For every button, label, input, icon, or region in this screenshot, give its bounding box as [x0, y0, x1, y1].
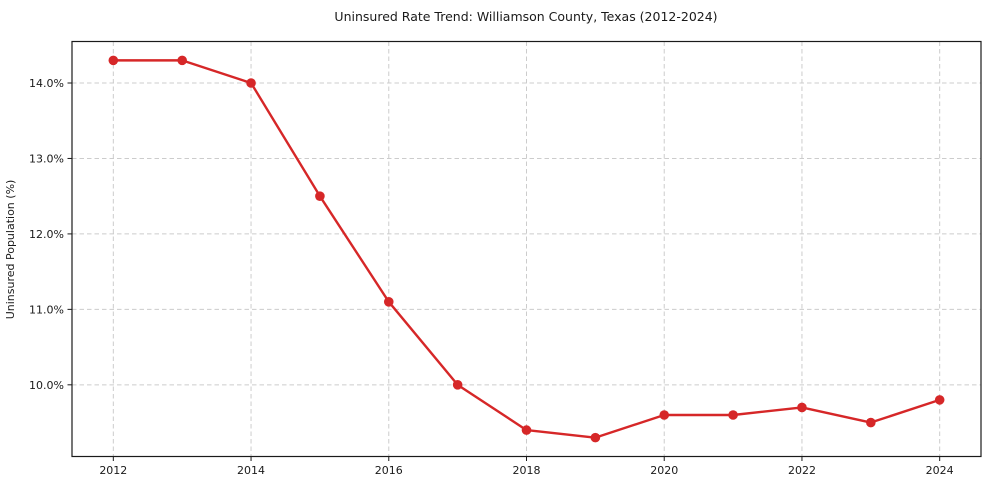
- data-point-2015: [315, 191, 325, 201]
- y-tick-labels: 10.0% 11.0% 12.0% 13.0% 14.0%: [29, 77, 64, 392]
- x-tick-label: 2012: [99, 464, 127, 477]
- data-point-2018: [521, 425, 532, 435]
- data-point-2024: [934, 395, 945, 405]
- y-tick-label: 13.0%: [29, 152, 64, 165]
- data-point-2014: [246, 78, 256, 88]
- gridlines: [72, 41, 981, 457]
- data-point-2016: [383, 297, 394, 307]
- data-point-2023: [866, 417, 876, 428]
- data-point-2019: [590, 432, 601, 443]
- axis-ticks: [67, 82, 941, 461]
- x-tick-labels: 2012 2014 2016 2018 2020 2022 2024: [99, 464, 953, 477]
- data-point-2021: [728, 410, 738, 420]
- x-tick-label: 2024: [926, 464, 954, 477]
- x-tick-label: 2016: [375, 464, 403, 477]
- y-tick-label: 14.0%: [29, 77, 64, 90]
- data-point-2012: [108, 55, 119, 66]
- y-tick-label: 11.0%: [29, 303, 64, 316]
- y-tick-label: 10.0%: [29, 379, 64, 392]
- x-tick-label: 2022: [788, 464, 816, 477]
- data-point-2017: [452, 380, 463, 390]
- y-tick-label: 12.0%: [29, 228, 64, 241]
- data-point-2020: [659, 410, 670, 420]
- chart-title: Uninsured Rate Trend: Williamson County,…: [334, 9, 717, 24]
- data-point-2013: [177, 55, 187, 66]
- x-tick-label: 2014: [237, 464, 265, 477]
- x-tick-label: 2018: [513, 464, 541, 477]
- y-axis-label: Uninsured Population (%): [4, 180, 17, 320]
- data-series: [108, 55, 945, 443]
- x-tick-label: 2020: [650, 464, 678, 477]
- data-point-2022: [797, 402, 807, 413]
